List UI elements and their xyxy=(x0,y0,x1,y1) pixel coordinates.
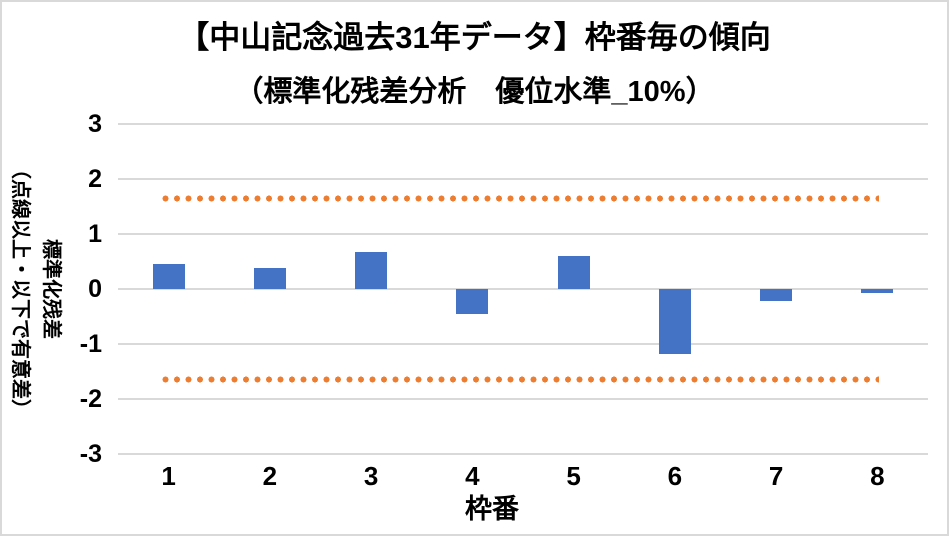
y-axis-title-line2: （点線以上・以下で有意差） xyxy=(9,159,31,419)
x-tick-label-2: 2 xyxy=(262,461,278,491)
bar-frame-8 xyxy=(861,289,894,294)
y-tick-label-2: 2 xyxy=(88,165,102,193)
y-tick-label-0: 0 xyxy=(88,275,102,303)
gridline-y1 xyxy=(118,233,928,235)
gridline-y-2 xyxy=(118,398,928,400)
y-tick-label-1: 1 xyxy=(88,220,102,248)
x-axis-title: 枠番 xyxy=(465,494,519,524)
gridline-y3 xyxy=(118,123,928,125)
gridline-y-3 xyxy=(118,453,928,455)
bar-frame-4 xyxy=(456,289,489,314)
chart-title: 【中山記念過去31年データ】枠番毎の傾向 xyxy=(178,20,771,55)
bar-frame-3 xyxy=(355,251,388,289)
bar-frame-7 xyxy=(760,289,793,302)
x-tick-label-6: 6 xyxy=(667,461,683,491)
threshold-line-upper xyxy=(162,195,879,203)
threshold-line-lower xyxy=(162,375,879,383)
y-tick-label-3: 3 xyxy=(88,110,102,138)
bar-frame-1 xyxy=(152,264,185,289)
gridline-y0 xyxy=(118,288,928,290)
y-tick-label--3: -3 xyxy=(79,440,102,468)
x-tick-label-1: 1 xyxy=(161,461,176,491)
chart-title-block: 【中山記念過去31年データ】枠番毎の傾向 （標準化残差分析 優位水準_10%） xyxy=(2,18,947,110)
x-tick-label-3: 3 xyxy=(363,461,379,491)
bar-frame-2 xyxy=(253,268,286,289)
x-tick-label-8: 8 xyxy=(870,461,885,491)
bar-frame-5 xyxy=(557,256,590,289)
x-tick-label-5: 5 xyxy=(566,461,581,491)
gridline-y2 xyxy=(118,178,928,180)
plot-area xyxy=(118,123,928,455)
y-tick-label--2: -2 xyxy=(79,385,102,413)
y-tick-label--1: -1 xyxy=(79,330,102,358)
bar-frame-6 xyxy=(658,289,691,354)
chart-subtitle: （標準化残差分析 優位水準_10%） xyxy=(234,76,715,108)
x-tick-label-4: 4 xyxy=(465,461,480,491)
x-tick-label-7: 7 xyxy=(768,461,784,491)
gridline-y-1 xyxy=(118,343,928,345)
